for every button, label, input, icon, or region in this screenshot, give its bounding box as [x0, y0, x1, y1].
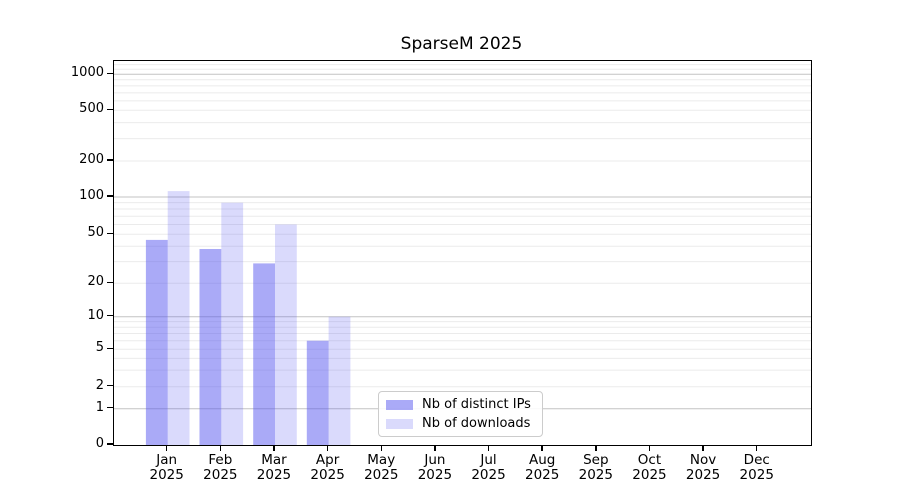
y-tick-label-10: 10 — [87, 307, 104, 323]
y-tick-mark — [107, 281, 113, 283]
bar-mar-downloads — [275, 224, 297, 445]
y-tick-mark — [107, 385, 113, 387]
bar-chart-canvas — [114, 64, 811, 445]
legend-label-distinct-ips: Nb of distinct IPs — [422, 397, 531, 412]
x-tick-mark — [595, 445, 597, 452]
y-tick-label-1: 1 — [95, 399, 104, 415]
x-tick-mark — [380, 445, 382, 452]
x-tick-label-dec: Dec 2025 — [739, 452, 774, 483]
legend-item-distinct-ips: Nb of distinct IPs — [386, 397, 534, 412]
bar-feb-downloads — [221, 202, 244, 445]
y-tick-mark — [107, 347, 113, 349]
y-tick-mark — [107, 443, 113, 445]
x-tick-label-jan: Jan 2025 — [149, 452, 184, 483]
y-tick-mark — [107, 315, 113, 317]
y-tick-mark — [107, 195, 113, 197]
y-tick-label-50: 50 — [87, 225, 104, 241]
x-tick-mark — [166, 445, 168, 452]
legend: Nb of distinct IPs Nb of downloads — [378, 391, 543, 437]
x-tick-mark — [756, 445, 758, 452]
y-tick-mark — [107, 232, 113, 234]
y-tick-label-5: 5 — [95, 340, 104, 356]
x-tick-label-sep: Sep 2025 — [578, 452, 613, 483]
distinct-ips-swatch-icon — [386, 399, 413, 410]
x-tick-label-aug: Aug 2025 — [524, 452, 560, 483]
x-tick-mark — [219, 445, 222, 452]
bar-apr-downloads — [328, 316, 351, 445]
y-tick-mark — [107, 108, 113, 110]
bar-jan-downloads — [167, 191, 190, 445]
downloads-swatch-icon — [386, 418, 413, 429]
y-tick-label-1000: 1000 — [70, 65, 104, 81]
bar-jan-distinct-ips — [145, 239, 168, 445]
y-tick-label-100: 100 — [79, 188, 104, 203]
y-tick-label-500: 500 — [79, 101, 104, 117]
bar-feb-distinct-ips — [199, 249, 222, 445]
legend-label-downloads: Nb of downloads — [422, 416, 531, 431]
x-tick-mark — [541, 445, 543, 452]
y-tick-mark — [107, 159, 113, 161]
bar-apr-distinct-ips — [306, 340, 329, 445]
x-tick-mark — [702, 445, 704, 452]
y-tick-mark — [107, 407, 113, 409]
y-tick-label-0: 0 — [95, 436, 104, 451]
x-tick-mark — [326, 445, 329, 452]
y-tick-mark — [107, 72, 113, 74]
x-tick-mark — [434, 445, 436, 452]
x-tick-label-feb: Feb 2025 — [203, 452, 238, 483]
plot-area — [113, 60, 812, 446]
x-tick-label-apr: Apr 2025 — [310, 452, 345, 483]
y-tick-label-2: 2 — [95, 377, 104, 393]
chart-title: SparseM 2025 — [400, 34, 523, 54]
x-tick-label-jun: Jun 2025 — [417, 452, 453, 483]
x-tick-mark — [648, 445, 651, 452]
x-tick-mark — [273, 445, 275, 452]
x-tick-label-may: May 2025 — [364, 452, 399, 483]
x-tick-label-oct: Oct 2025 — [632, 452, 667, 483]
x-tick-label-jul: Jul 2025 — [471, 452, 506, 483]
x-tick-label-nov: Nov 2025 — [685, 452, 721, 483]
x-tick-mark — [487, 445, 490, 452]
y-tick-label-200: 200 — [79, 152, 104, 167]
bar-mar-distinct-ips — [253, 263, 275, 445]
x-tick-label-mar: Mar 2025 — [256, 452, 292, 483]
legend-item-downloads: Nb of downloads — [386, 416, 534, 431]
y-tick-label-20: 20 — [87, 274, 104, 290]
